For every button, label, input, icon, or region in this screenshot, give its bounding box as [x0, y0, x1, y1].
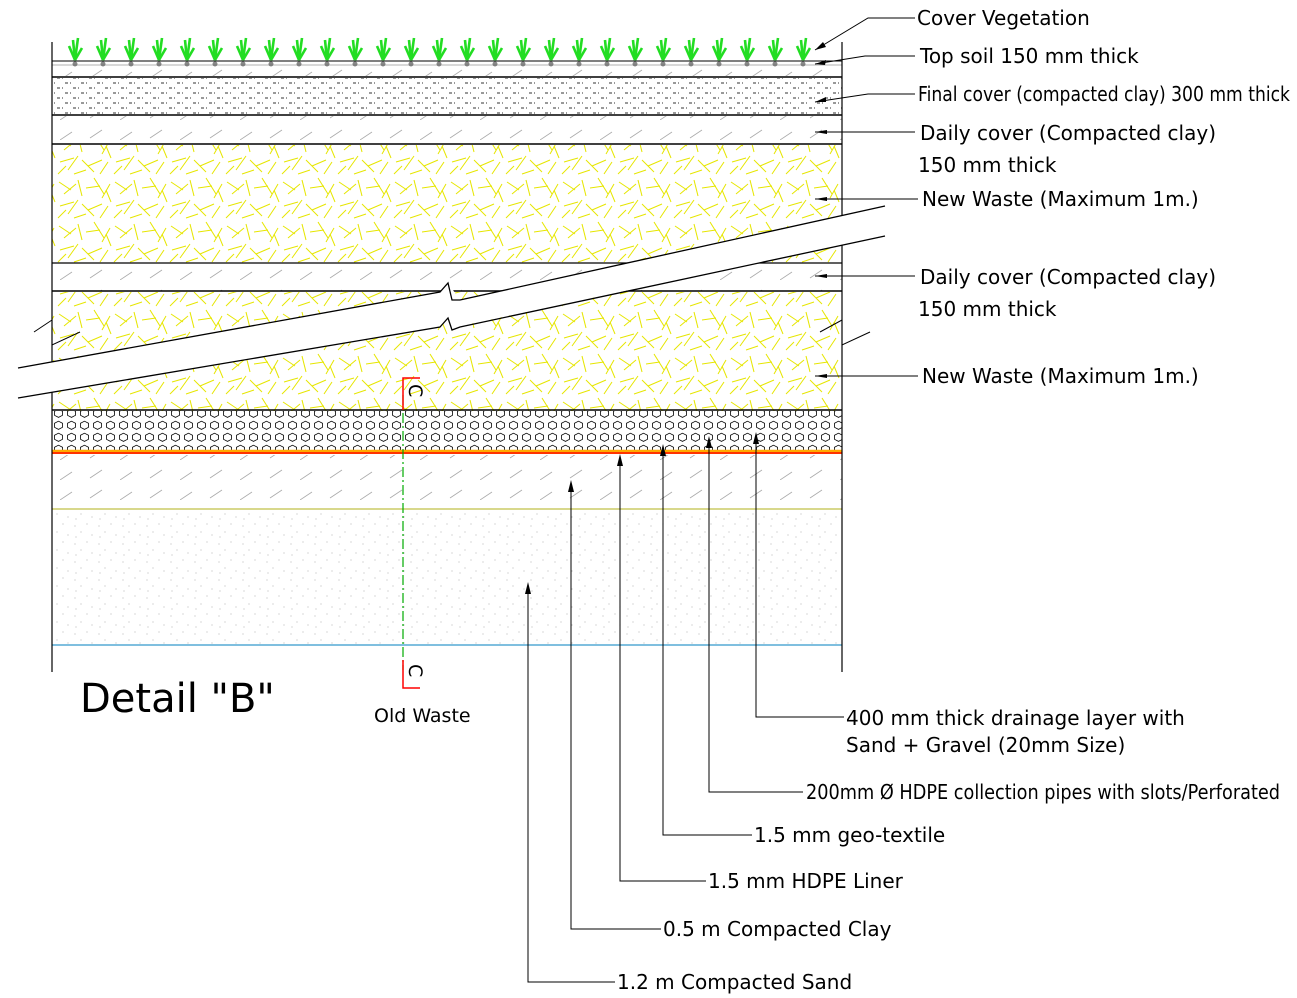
leader-drainage-layer: [755, 434, 844, 718]
detail-title: Detail "B": [80, 676, 275, 722]
label-final-cover: Final cover (compacted clay) 300 mm thic…: [918, 82, 1290, 106]
bottom-callouts: [527, 434, 844, 983]
break-line-upper: [17, 205, 886, 369]
label-compacted-clay: 0.5 m Compacted Clay: [663, 917, 892, 941]
leader-hdpe-pipes: [708, 438, 803, 793]
label-hdpe-liner: 1.5 mm HDPE Liner: [708, 869, 904, 893]
section-label-bottom: C: [404, 664, 426, 677]
grass-tuft: [375, 37, 392, 67]
compacted-sand-layer: [52, 510, 842, 644]
grass-tuft: [571, 37, 588, 67]
grass-tuft: [179, 37, 196, 67]
label-top-soil: Top soil 150 mm thick: [919, 44, 1139, 68]
leader-geo-textile: [662, 446, 752, 836]
leader-compacted-sand: [527, 584, 615, 983]
label-daily-cover-1-thickness: 150 mm thick: [918, 153, 1057, 177]
top-soil-layer: [52, 62, 842, 76]
break-line-lower: [17, 235, 886, 399]
old-waste-label: Old Waste: [374, 705, 471, 727]
vegetation-layer: [67, 37, 812, 67]
right-break-symbol: [819, 319, 871, 346]
label-daily-cover-2-thickness: 150 mm thick: [918, 297, 1057, 321]
leader-compacted-clay: [570, 482, 661, 930]
label-compacted-sand: 1.2 m Compacted Sand: [617, 970, 852, 994]
label-drainage-layer-material: Sand + Gravel (20mm Size): [846, 733, 1125, 757]
new-waste-layer-1: [52, 145, 842, 263]
top-arrowheads: [815, 42, 827, 378]
leader-hdpe-liner: [619, 456, 706, 882]
label-daily-cover-1: Daily cover (Compacted clay): [920, 121, 1216, 145]
top-callouts: [814, 17, 918, 377]
label-daily-cover-2: Daily cover (Compacted clay): [920, 265, 1216, 289]
bottom-arrowheads: [525, 432, 759, 594]
daily-cover-layer-1: [52, 116, 842, 144]
grass-tuft: [711, 37, 728, 67]
label-cover-vegetation: Cover Vegetation: [917, 6, 1090, 30]
section-marker-bottom: [402, 660, 420, 689]
leader-cover-vegetation: [814, 17, 915, 51]
label-drainage-layer: 400 mm thick drainage layer with: [846, 706, 1185, 730]
section-label-top: C: [404, 384, 426, 397]
label-new-waste-2: New Waste (Maximum 1m.): [922, 364, 1199, 388]
drainage-layer: [52, 411, 842, 451]
label-new-waste-1: New Waste (Maximum 1m.): [922, 187, 1199, 211]
compacted-clay-layer: [52, 455, 842, 509]
final-cover-layer: [52, 78, 842, 114]
left-break-symbol: [33, 319, 81, 346]
label-hdpe-pipes: 200mm Ø HDPE collection pipes with slots…: [806, 780, 1280, 804]
label-geo-textile: 1.5 mm geo-textile: [754, 823, 945, 847]
leader-final-cover: [814, 93, 915, 103]
section-marker-top: [402, 377, 420, 410]
leader-top-soil: [814, 55, 915, 65]
